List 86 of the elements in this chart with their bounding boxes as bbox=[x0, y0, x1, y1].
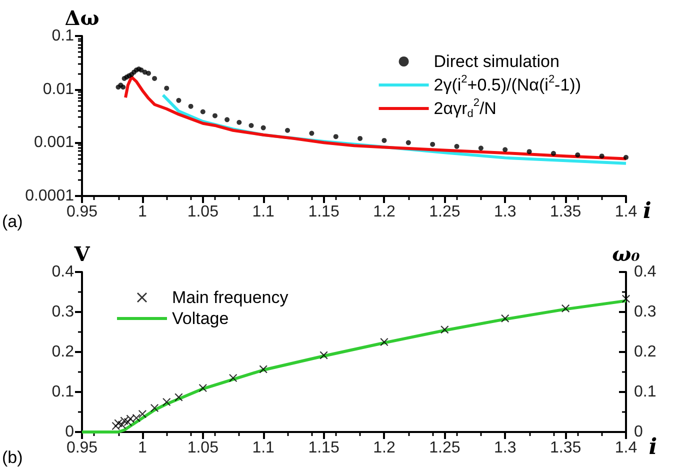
x-tick-label: 1.3 bbox=[494, 440, 516, 456]
point bbox=[320, 351, 328, 360]
x-tick-label: 1.25 bbox=[429, 440, 460, 456]
x-tick-label: 1.1 bbox=[252, 204, 275, 220]
x-tick-label: 0.95 bbox=[66, 204, 98, 220]
point bbox=[526, 149, 532, 154]
x-tick-label: 1.2 bbox=[373, 440, 396, 456]
point bbox=[622, 294, 630, 303]
point bbox=[575, 152, 580, 158]
point bbox=[624, 154, 628, 160]
x-tick-label: 1.2 bbox=[373, 204, 396, 220]
point bbox=[146, 70, 151, 76]
point bbox=[550, 150, 556, 156]
point bbox=[224, 117, 230, 122]
point bbox=[562, 304, 570, 312]
x-tick-label: 1.3 bbox=[494, 204, 516, 220]
y-axis-title: V bbox=[73, 242, 90, 266]
x-tick-label: 1.4 bbox=[614, 204, 638, 220]
x-tick-label: 1.05 bbox=[187, 204, 219, 220]
point bbox=[309, 130, 314, 136]
y-tick-label: 0.2 bbox=[52, 344, 74, 360]
y2-tick-label: 0.3 bbox=[634, 304, 656, 320]
x-tick-label: 1.15 bbox=[308, 204, 340, 220]
point bbox=[440, 326, 449, 334]
point bbox=[380, 338, 388, 346]
point bbox=[212, 113, 218, 118]
x-tick-label: 1.4 bbox=[614, 440, 638, 456]
y-tick-label: 0.001 bbox=[34, 134, 74, 152]
point bbox=[152, 76, 158, 81]
x-tick-label: 1.25 bbox=[429, 204, 460, 220]
x-tick-label: 1.35 bbox=[550, 204, 582, 220]
y2-tick-label: 0 bbox=[634, 424, 643, 440]
x-axis-title: i bbox=[643, 198, 652, 224]
point bbox=[138, 410, 146, 418]
y2-tick-label: 0.2 bbox=[634, 344, 656, 360]
point bbox=[248, 122, 254, 128]
point bbox=[229, 374, 238, 382]
x-tick-label: 1.1 bbox=[252, 440, 275, 456]
y-tick-label: 0.01 bbox=[42, 80, 74, 98]
point bbox=[176, 98, 182, 103]
x-tick-label: 1 bbox=[138, 204, 147, 220]
point bbox=[260, 125, 266, 130]
point bbox=[333, 134, 338, 140]
legend-label: Voltage bbox=[172, 309, 229, 328]
point bbox=[174, 393, 183, 402]
y-tick-label: 0.4 bbox=[52, 264, 74, 280]
y-tick-label: 0.0001 bbox=[25, 188, 74, 204]
y2-tick-label: 0.1 bbox=[634, 384, 656, 400]
x-axis-title: i bbox=[648, 434, 658, 460]
point bbox=[150, 404, 159, 412]
y-axis-title: Δω bbox=[64, 6, 100, 30]
point bbox=[138, 68, 144, 73]
y-tick-label: 0 bbox=[65, 424, 74, 440]
x-tick-label: 1 bbox=[138, 440, 147, 456]
x-tick-label: 0.95 bbox=[66, 440, 98, 456]
y-tick-label: 0.1 bbox=[52, 28, 74, 44]
point bbox=[200, 109, 206, 114]
point bbox=[502, 147, 508, 152]
point bbox=[259, 365, 268, 374]
legend-label: Direct simulation bbox=[434, 52, 560, 71]
text: (a) bbox=[2, 212, 23, 231]
point bbox=[406, 140, 411, 146]
point bbox=[382, 138, 387, 143]
point bbox=[198, 384, 207, 392]
point bbox=[132, 414, 140, 422]
y2-axis-title: ω₀ bbox=[612, 242, 640, 266]
x-tick-label: 1.15 bbox=[308, 440, 340, 456]
legend-label: Main frequency bbox=[172, 288, 289, 307]
point bbox=[478, 146, 484, 151]
point bbox=[188, 104, 194, 109]
point bbox=[120, 84, 126, 90]
point bbox=[454, 144, 460, 149]
y2-tick-label: 0.4 bbox=[634, 264, 656, 280]
y-tick-label: 0.1 bbox=[52, 384, 74, 400]
point bbox=[285, 128, 290, 133]
y-tick-label: 0.3 bbox=[52, 304, 74, 320]
point bbox=[599, 154, 604, 159]
x-tick-label: 1.05 bbox=[187, 440, 219, 456]
point bbox=[164, 86, 170, 91]
point bbox=[430, 142, 436, 147]
point bbox=[501, 314, 510, 322]
point bbox=[162, 398, 171, 406]
point bbox=[358, 136, 363, 141]
text: (b) bbox=[2, 448, 23, 467]
x-tick-label: 1.35 bbox=[550, 440, 582, 456]
point bbox=[236, 120, 242, 125]
